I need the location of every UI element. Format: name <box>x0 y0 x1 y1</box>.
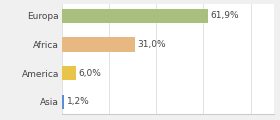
Bar <box>62 95 64 109</box>
Text: 61,9%: 61,9% <box>210 11 239 20</box>
Bar <box>62 37 135 52</box>
Bar <box>62 9 208 23</box>
Text: 31,0%: 31,0% <box>137 40 166 49</box>
Bar <box>62 66 76 80</box>
Text: 1,2%: 1,2% <box>67 97 90 106</box>
Text: 6,0%: 6,0% <box>78 69 101 78</box>
